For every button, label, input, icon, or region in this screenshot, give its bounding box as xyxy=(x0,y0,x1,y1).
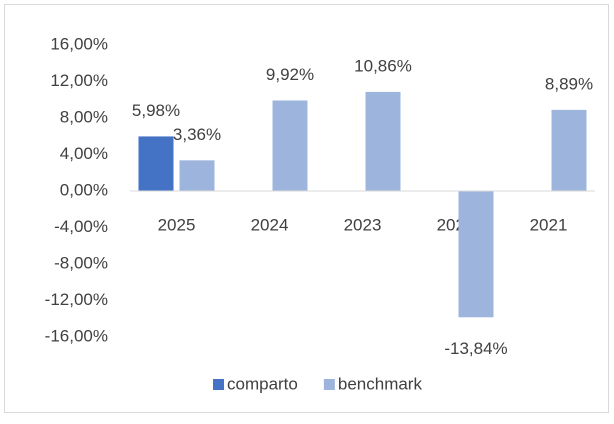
bar xyxy=(458,191,494,318)
x-tick-label: 2024 xyxy=(251,215,289,234)
y-tick-label: -8,00% xyxy=(54,253,108,272)
y-tick-label: 8,00% xyxy=(60,107,108,126)
x-tick-label: 2021 xyxy=(530,215,568,234)
legend-swatch xyxy=(213,379,224,390)
data-label: -13,84% xyxy=(444,339,507,358)
y-tick-label: 12,00% xyxy=(50,71,108,90)
bar xyxy=(138,136,174,191)
legend-label: benchmark xyxy=(338,374,423,393)
y-tick-label: 16,00% xyxy=(50,34,108,53)
y-tick-label: -16,00% xyxy=(45,326,108,345)
bar xyxy=(179,160,215,191)
bar xyxy=(272,100,308,191)
x-tick-label: 2025 xyxy=(158,215,196,234)
data-label: 10,86% xyxy=(354,56,412,75)
y-tick-label: -4,00% xyxy=(54,217,108,236)
bar xyxy=(551,109,587,191)
legend-label: comparto xyxy=(227,374,298,393)
data-label: 5,98% xyxy=(132,101,180,120)
bar xyxy=(365,91,401,191)
data-label: 3,36% xyxy=(173,125,221,144)
y-tick-label: 4,00% xyxy=(60,144,108,163)
data-label: 8,89% xyxy=(545,74,593,93)
y-tick-label: 0,00% xyxy=(60,180,108,199)
y-tick-label: -12,00% xyxy=(45,290,108,309)
x-tick-label: 2023 xyxy=(344,215,382,234)
chart-border xyxy=(4,4,609,413)
legend-swatch xyxy=(323,379,335,390)
data-label: 9,92% xyxy=(266,65,314,84)
